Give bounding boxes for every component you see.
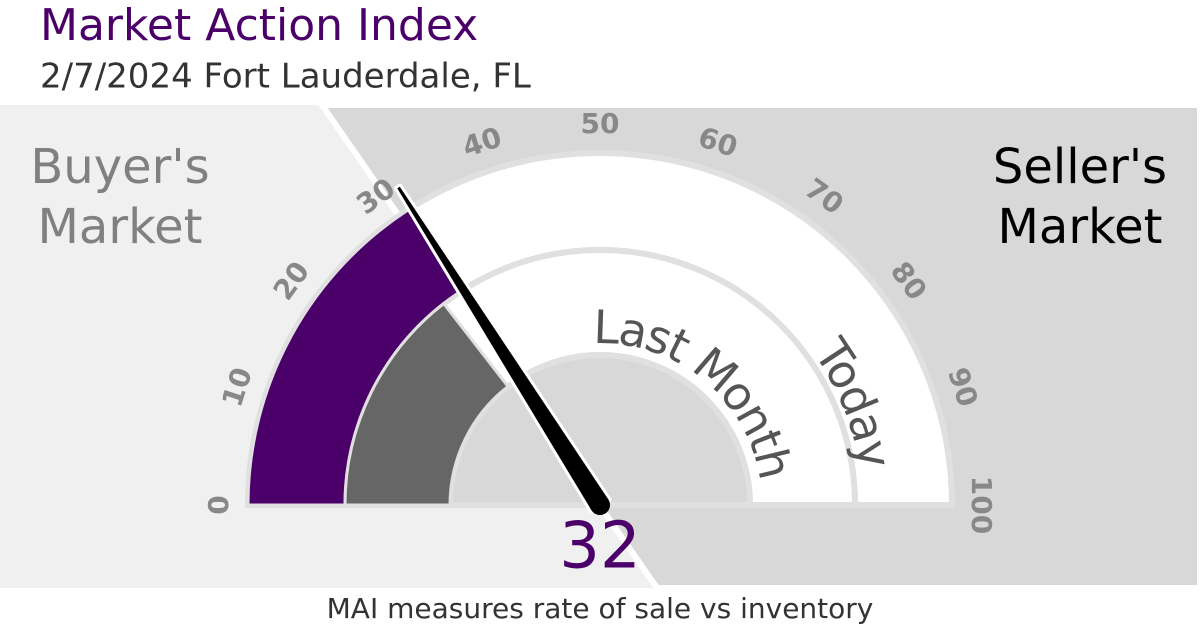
tick-label: 0 xyxy=(202,495,235,514)
region-label: Buyer's xyxy=(30,139,209,195)
gauge-band xyxy=(343,301,511,507)
region-label: Market xyxy=(38,199,203,255)
tick-label: 50 xyxy=(581,107,620,140)
region-label: Seller's xyxy=(993,139,1167,195)
value-label: 32 xyxy=(559,510,640,584)
tick-label: 100 xyxy=(965,476,998,534)
chart-title: Market Action Index xyxy=(40,0,478,51)
region-label: Market xyxy=(998,199,1163,255)
needle-hub xyxy=(590,495,610,515)
chart-subtitle: 2/7/2024 Fort Lauderdale, FL xyxy=(40,57,531,97)
note: MAI measures rate of sale vs inventory xyxy=(327,592,874,625)
